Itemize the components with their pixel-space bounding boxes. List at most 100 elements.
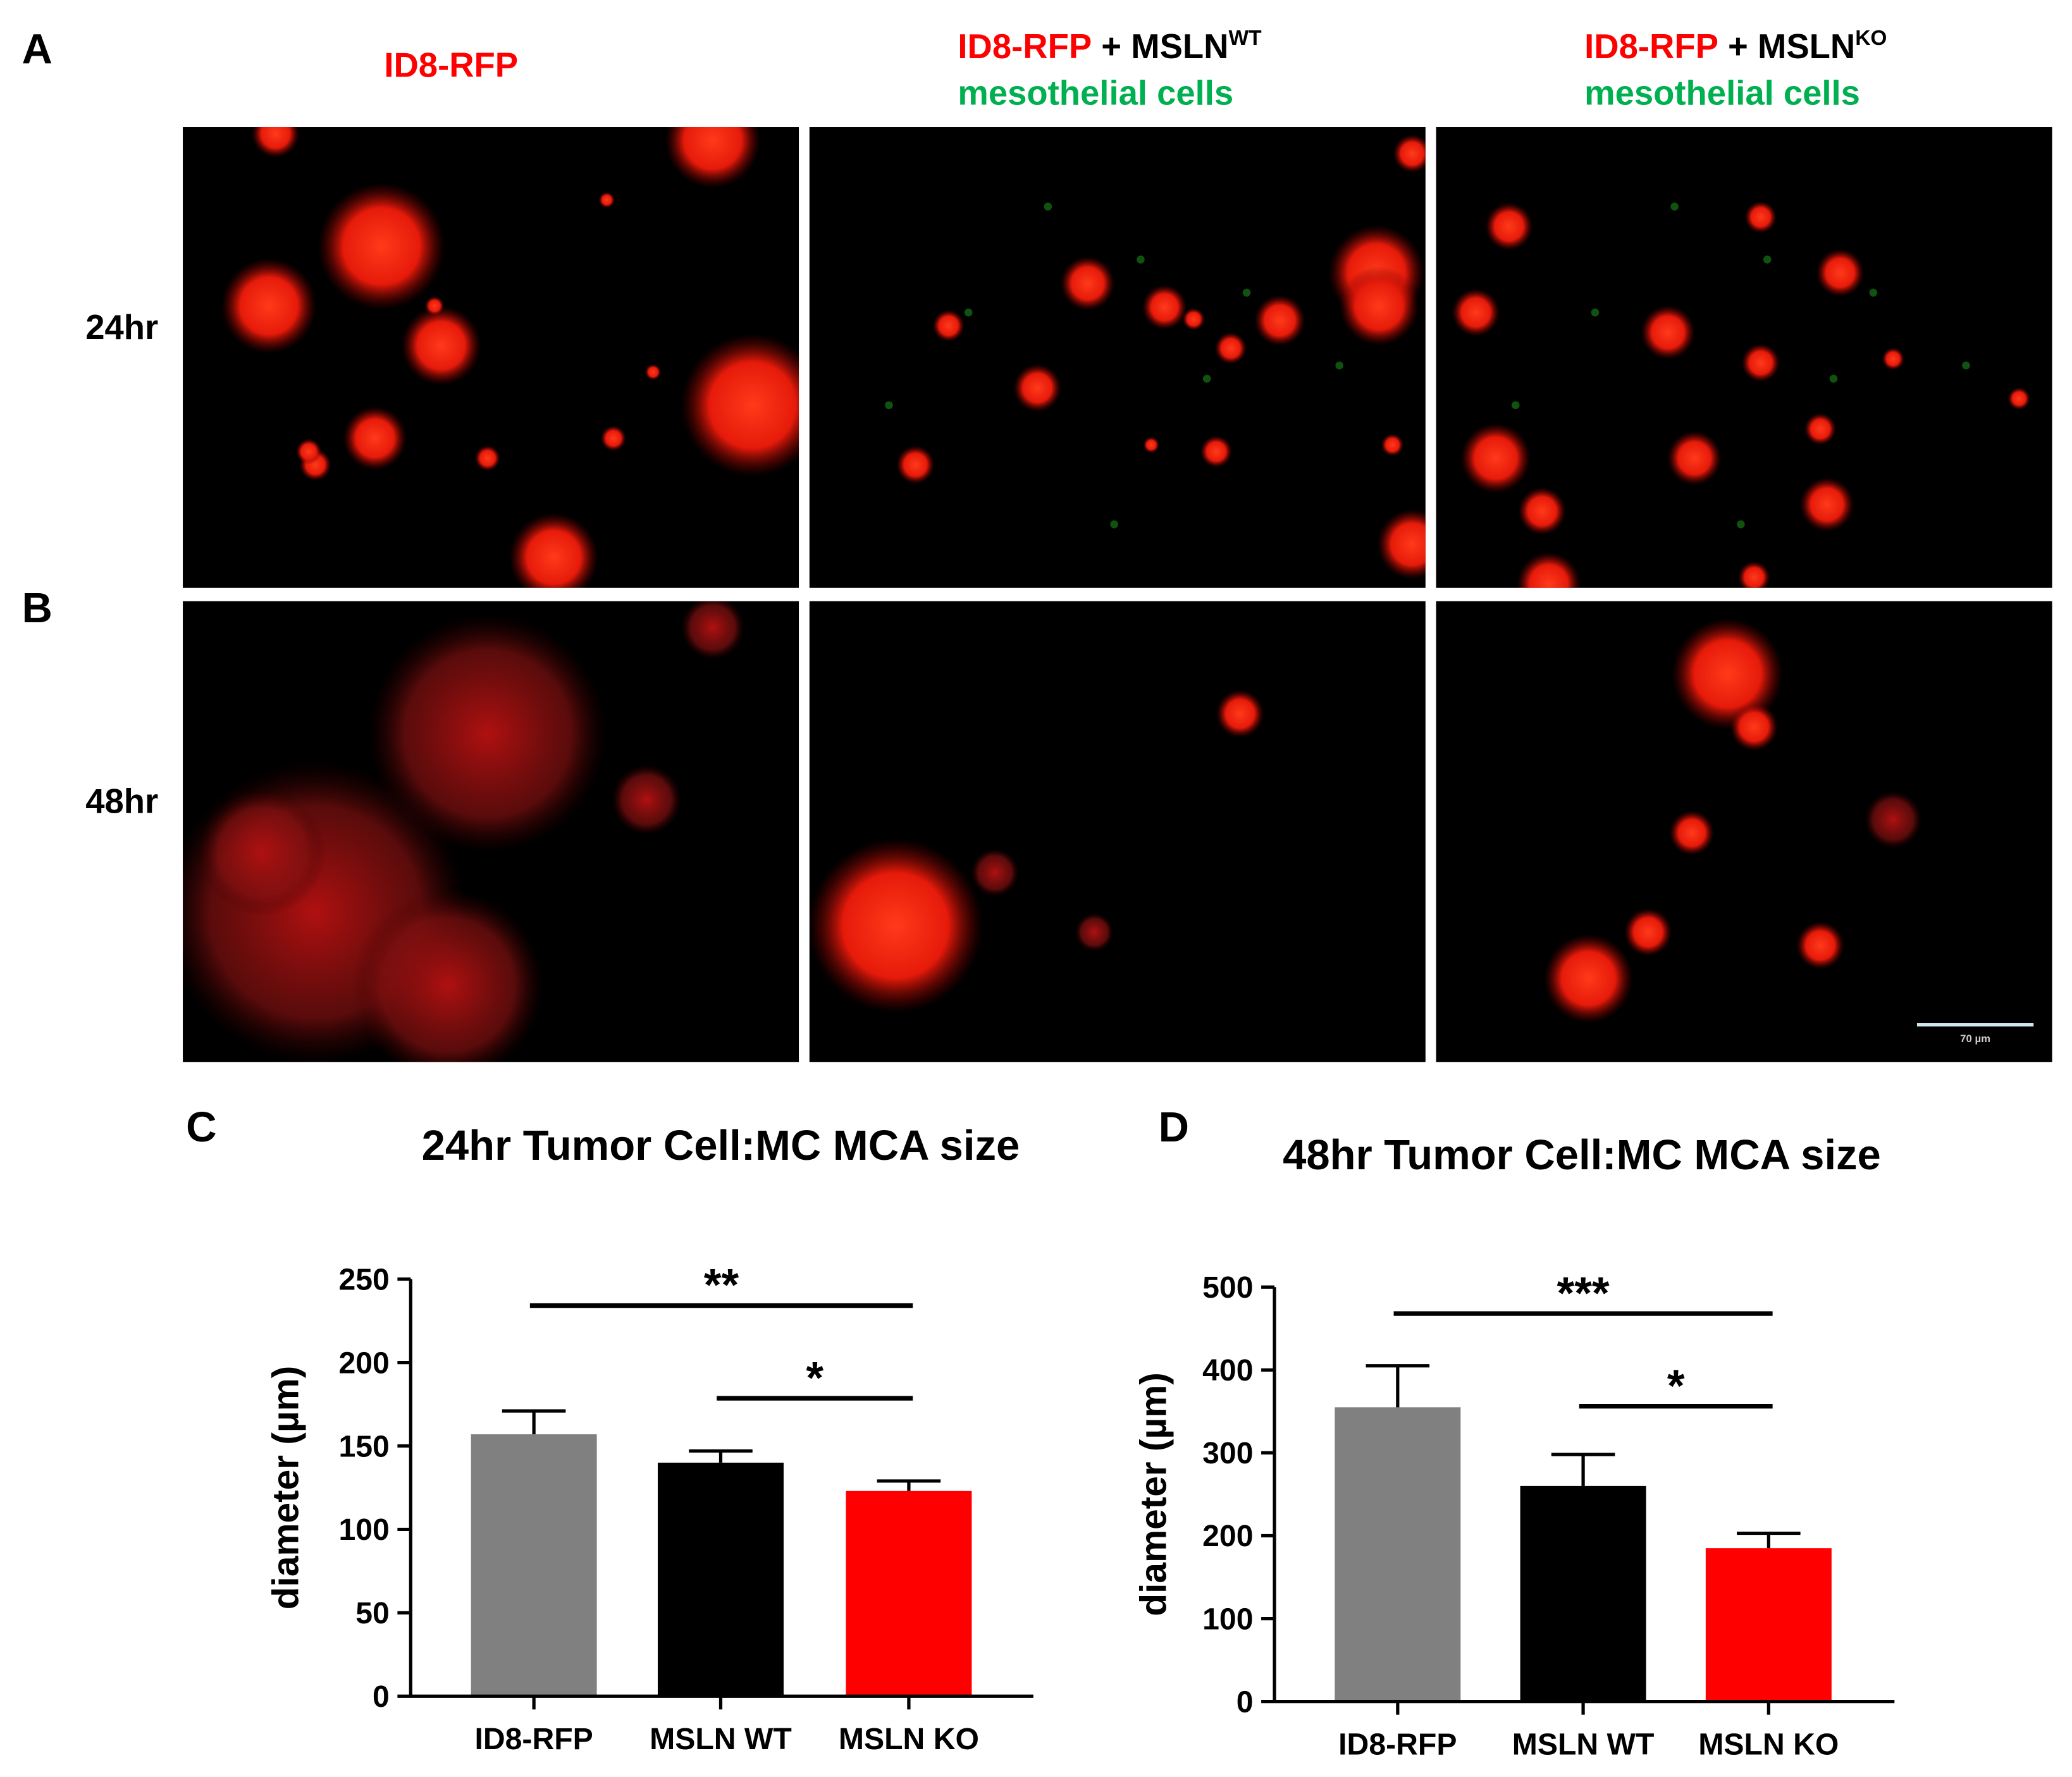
column-header: ID8-RFP bbox=[384, 46, 518, 84]
header-joiner: + MSLN bbox=[1092, 27, 1228, 66]
red-cell bbox=[1216, 689, 1264, 738]
red-cell bbox=[199, 789, 326, 916]
green-cell bbox=[1962, 361, 1970, 370]
red-cell bbox=[1060, 256, 1115, 311]
y-tick-label: 150 bbox=[338, 1429, 389, 1463]
red-cell bbox=[1669, 810, 1715, 856]
micrograph bbox=[183, 601, 799, 1062]
red-cell bbox=[600, 425, 626, 452]
green-cell bbox=[1869, 288, 1878, 297]
significance-label: * bbox=[806, 1353, 823, 1403]
green-cell bbox=[885, 401, 893, 410]
green-cell bbox=[1591, 308, 1600, 317]
y-axis-label: diameter (µm) bbox=[1133, 1372, 1174, 1616]
red-cell bbox=[1804, 413, 1837, 445]
red-cell bbox=[1485, 202, 1533, 250]
red-cell bbox=[1517, 552, 1581, 588]
y-tick-label: 0 bbox=[1236, 1685, 1254, 1719]
x-tick-label: MSLN WT bbox=[1512, 1727, 1655, 1761]
bar bbox=[471, 1434, 597, 1697]
header-superscript: KO bbox=[1855, 27, 1887, 50]
green-cell bbox=[1242, 288, 1251, 297]
red-cell bbox=[896, 445, 935, 484]
panel-label: C bbox=[186, 1104, 216, 1151]
red-cell bbox=[295, 438, 322, 465]
cells bbox=[1452, 201, 2030, 588]
cells bbox=[885, 134, 1426, 579]
red-cell bbox=[1730, 703, 1778, 751]
green-cell bbox=[1511, 401, 1520, 410]
red-cell bbox=[645, 364, 662, 380]
green-cell bbox=[1110, 520, 1118, 529]
red-cell bbox=[368, 614, 607, 853]
panel-label: A bbox=[22, 26, 52, 73]
green-cell bbox=[964, 308, 973, 317]
red-cell bbox=[1744, 201, 1777, 233]
y-tick-label: 300 bbox=[1202, 1436, 1253, 1470]
red-cell bbox=[1460, 423, 1531, 493]
red-cell bbox=[971, 849, 1019, 897]
x-tick-label: ID8-RFP bbox=[474, 1722, 593, 1756]
micrograph-bg bbox=[183, 127, 799, 588]
cells bbox=[183, 601, 745, 1062]
y-tick-label: 250 bbox=[338, 1262, 389, 1296]
red-cell bbox=[1393, 134, 1426, 173]
red-cell bbox=[1799, 477, 1854, 532]
red-cell bbox=[251, 127, 300, 158]
y-tick-label: 50 bbox=[355, 1596, 390, 1630]
green-cell bbox=[1335, 361, 1343, 370]
red-cell bbox=[1741, 343, 1780, 382]
chart-title: 48hr Tumor Cell:MC MCA size bbox=[1283, 1131, 1881, 1179]
micrograph bbox=[1436, 601, 2052, 1062]
red-cell bbox=[1377, 509, 1426, 579]
bar bbox=[1520, 1485, 1646, 1702]
panel-label: D bbox=[1159, 1104, 1189, 1151]
red-cell bbox=[401, 305, 481, 386]
red-cell bbox=[2007, 387, 2030, 410]
red-cell bbox=[1075, 913, 1114, 952]
header-cells: ID8-RFP bbox=[1584, 27, 1718, 66]
panel-label: B bbox=[22, 584, 52, 632]
red-cell bbox=[1544, 934, 1633, 1023]
red-cell bbox=[1143, 436, 1159, 453]
red-cell bbox=[598, 192, 615, 208]
green-cell bbox=[1202, 374, 1211, 383]
green-cell bbox=[1737, 520, 1745, 529]
row-label: 24hr bbox=[85, 308, 158, 347]
red-cell bbox=[932, 309, 965, 342]
red-cell bbox=[424, 296, 445, 316]
red-cell bbox=[1672, 618, 1784, 730]
bar bbox=[1335, 1407, 1461, 1702]
red-cell bbox=[1452, 288, 1500, 336]
micrograph-bg bbox=[809, 127, 1426, 588]
bar bbox=[1705, 1548, 1832, 1702]
red-cell bbox=[611, 765, 682, 835]
red-cell bbox=[1339, 266, 1419, 346]
green-cell bbox=[1670, 202, 1679, 211]
scale-bar-label: 70 µm bbox=[1960, 1033, 1990, 1045]
red-cell bbox=[1013, 364, 1061, 412]
micrograph bbox=[809, 127, 1426, 588]
red-cell bbox=[474, 445, 500, 471]
green-cell bbox=[1829, 374, 1838, 383]
red-cell bbox=[1182, 308, 1205, 331]
cells bbox=[809, 689, 1264, 1013]
micrograph bbox=[183, 127, 799, 588]
green-cell bbox=[1763, 255, 1772, 264]
red-cell bbox=[1214, 332, 1247, 364]
red-cell bbox=[1667, 431, 1722, 486]
red-cell bbox=[681, 333, 799, 477]
red-cell bbox=[343, 406, 407, 470]
x-tick-label: MSLN WT bbox=[650, 1722, 792, 1756]
chart-title: 24hr Tumor Cell:MC MCA size bbox=[422, 1122, 1020, 1169]
green-cell bbox=[1137, 255, 1145, 264]
column-header: ID8-RFP + MSLNKO bbox=[1584, 27, 1887, 66]
header-sub-label: mesothelial cells bbox=[958, 73, 1233, 112]
y-tick-label: 500 bbox=[1202, 1270, 1253, 1305]
y-tick-label: 0 bbox=[373, 1680, 390, 1714]
red-cell bbox=[1624, 908, 1672, 956]
red-cell bbox=[1142, 285, 1187, 329]
red-cell bbox=[1381, 433, 1404, 457]
red-cell bbox=[1738, 561, 1770, 588]
